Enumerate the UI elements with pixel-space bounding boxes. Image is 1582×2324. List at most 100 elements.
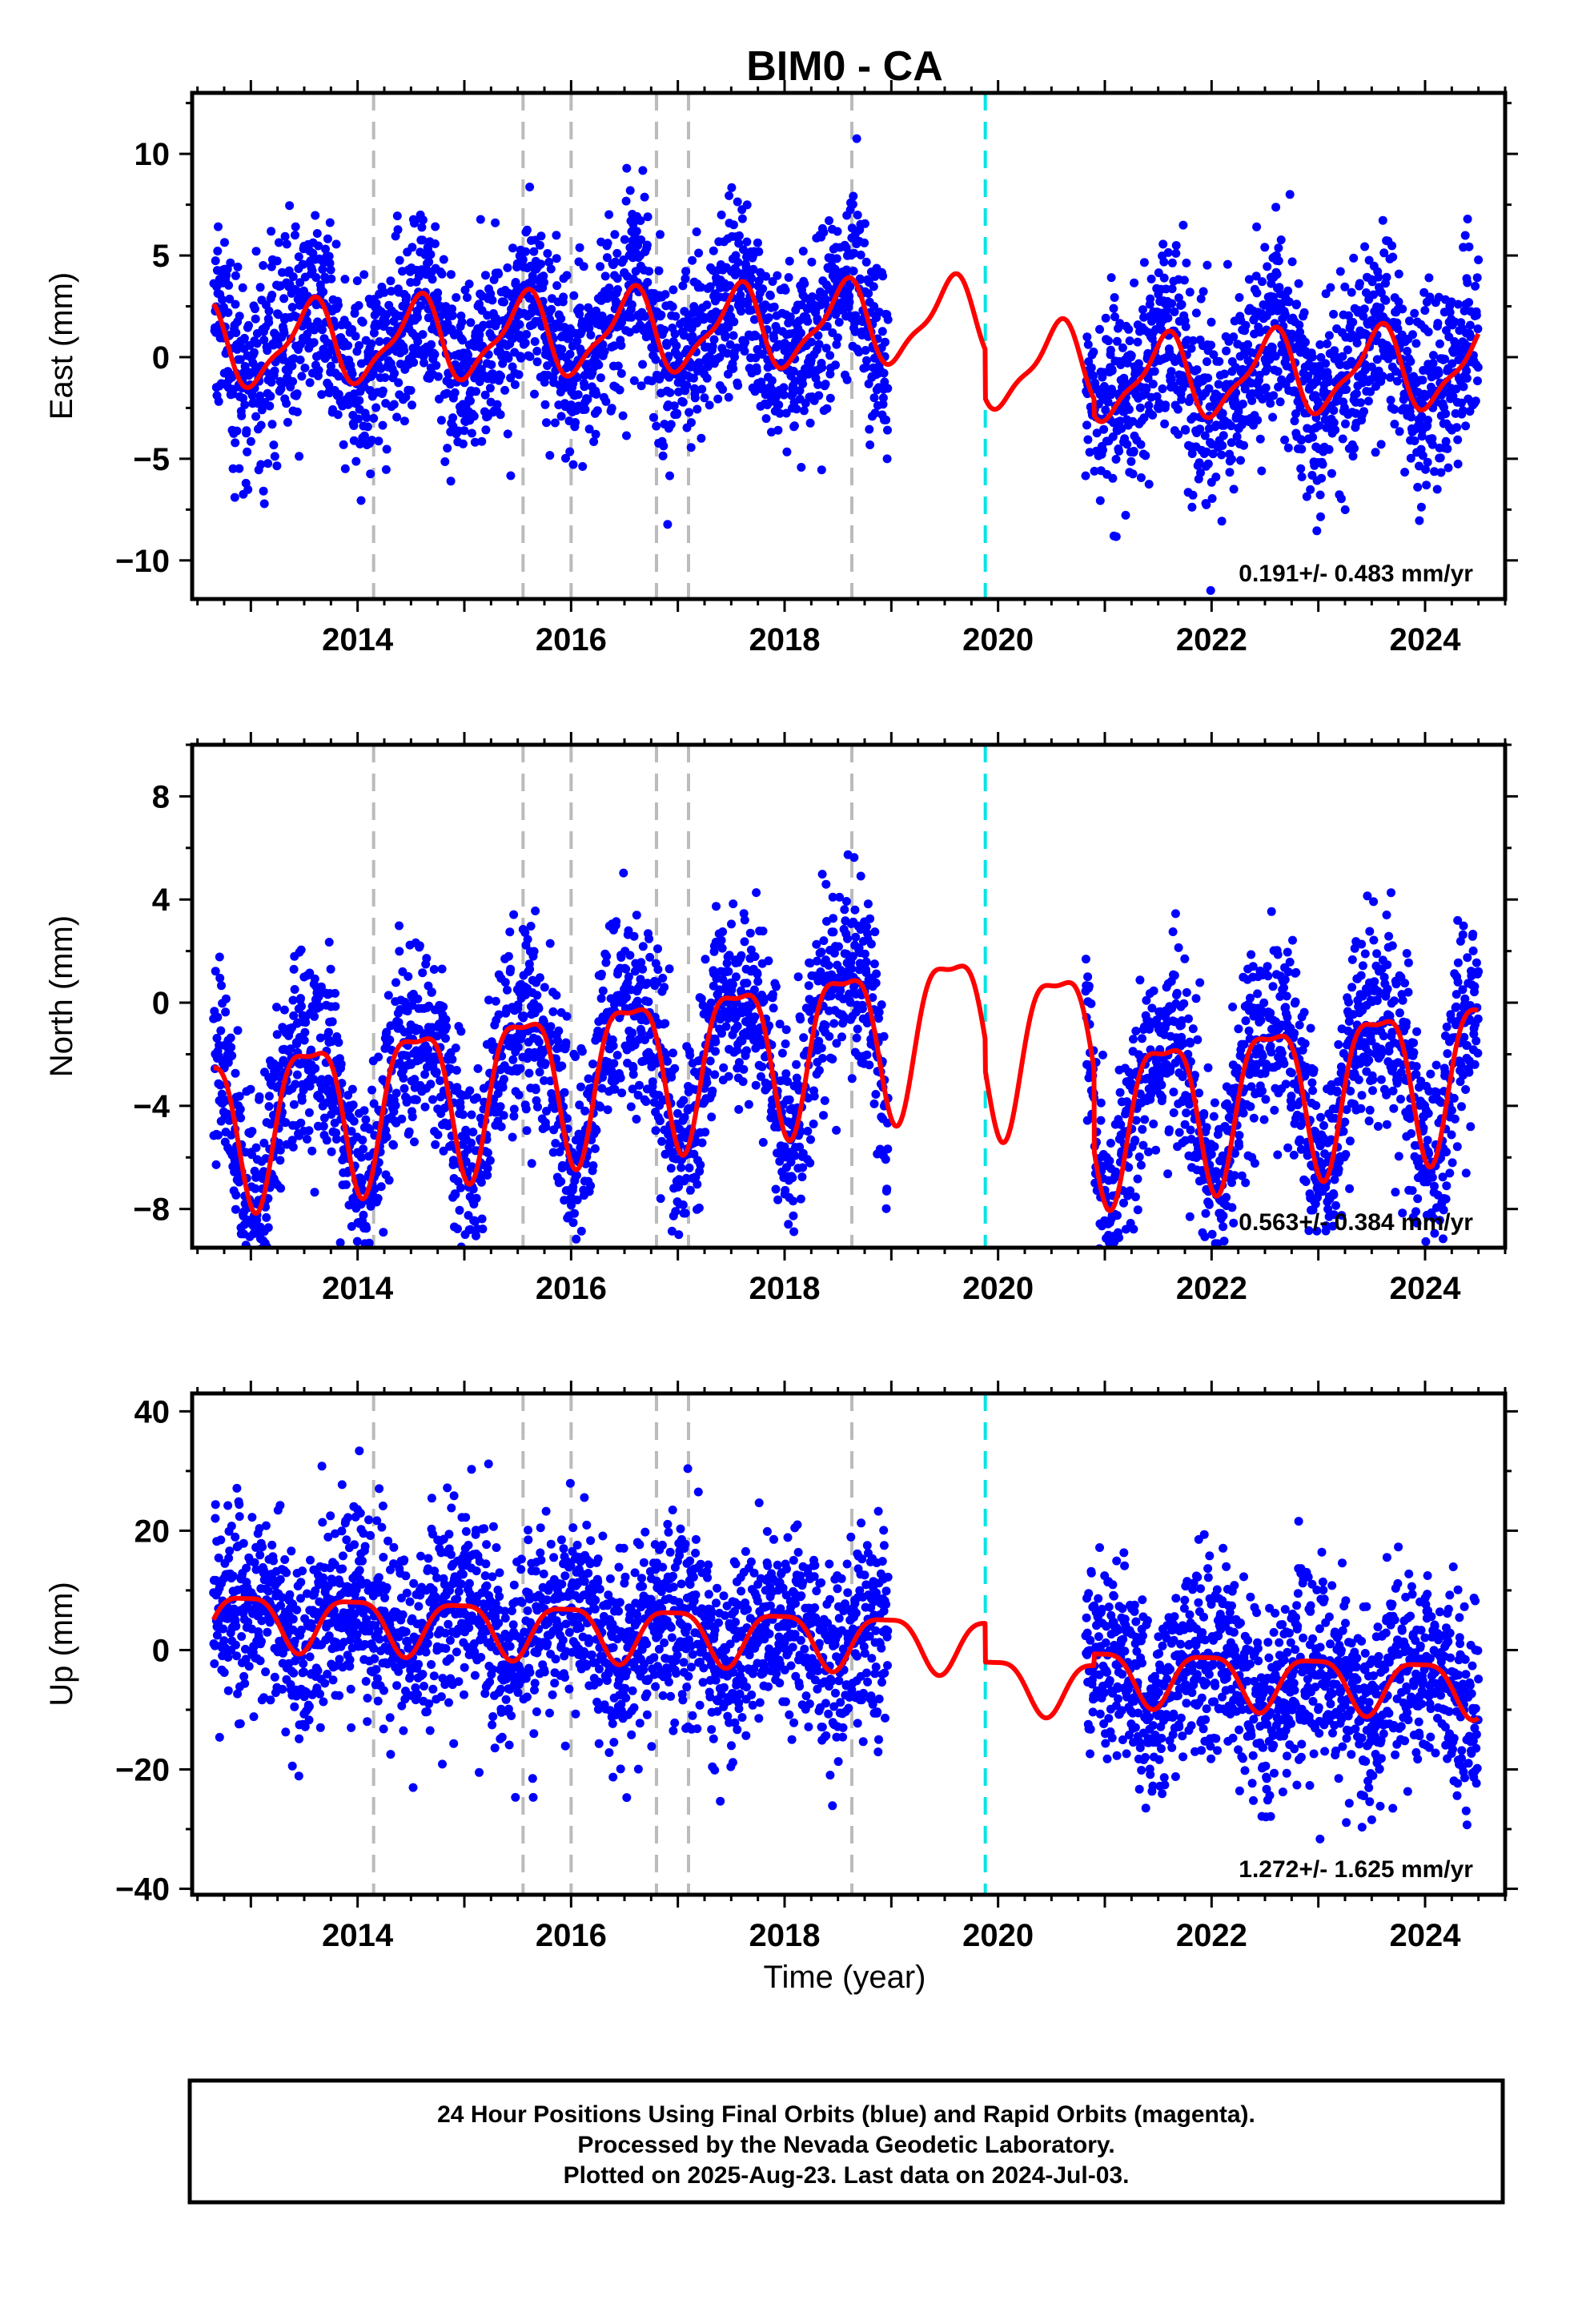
data-point bbox=[221, 994, 231, 1003]
data-point bbox=[878, 271, 888, 281]
data-point bbox=[628, 219, 638, 229]
data-point bbox=[536, 259, 545, 269]
data-point bbox=[540, 278, 548, 287]
data-point bbox=[1227, 438, 1236, 448]
data-point bbox=[881, 337, 889, 347]
data-point bbox=[506, 964, 516, 974]
data-point bbox=[562, 1011, 572, 1021]
data-point bbox=[1135, 403, 1145, 412]
data-point bbox=[603, 239, 612, 248]
data-point bbox=[1457, 398, 1466, 408]
data-point bbox=[734, 1104, 744, 1114]
data-point bbox=[1109, 304, 1118, 313]
data-point bbox=[1227, 454, 1236, 464]
data-point bbox=[223, 1109, 232, 1119]
data-point bbox=[576, 1226, 586, 1236]
data-point bbox=[1453, 459, 1463, 468]
data-point bbox=[1471, 396, 1480, 406]
data-point bbox=[856, 275, 865, 284]
data-point bbox=[1473, 324, 1483, 334]
data-point bbox=[457, 317, 467, 327]
data-point bbox=[1428, 359, 1438, 368]
data-point bbox=[351, 456, 361, 466]
x-tick-label: 2016 bbox=[536, 622, 607, 657]
data-point bbox=[1274, 243, 1283, 253]
data-point bbox=[1203, 459, 1213, 468]
data-point bbox=[1292, 300, 1302, 309]
data-point bbox=[1445, 308, 1455, 317]
data-point bbox=[340, 275, 350, 284]
data-point bbox=[531, 1085, 540, 1095]
data-point bbox=[620, 235, 629, 244]
data-point bbox=[238, 283, 247, 292]
data-point bbox=[251, 314, 260, 324]
data-point bbox=[420, 358, 428, 368]
data-point bbox=[503, 985, 512, 995]
data-point bbox=[790, 376, 800, 386]
data-point bbox=[552, 231, 561, 240]
data-point bbox=[821, 344, 831, 353]
data-point bbox=[390, 368, 400, 378]
data-point bbox=[472, 1193, 481, 1203]
data-point bbox=[516, 353, 526, 363]
data-point bbox=[616, 368, 626, 378]
data-point bbox=[602, 253, 612, 263]
data-point bbox=[1418, 376, 1427, 385]
data-point bbox=[1138, 305, 1147, 315]
data-point bbox=[1460, 306, 1469, 316]
data-point bbox=[251, 412, 261, 421]
data-point bbox=[400, 1084, 409, 1093]
data-point bbox=[545, 451, 555, 460]
data-point bbox=[1275, 283, 1284, 292]
data-point bbox=[661, 1019, 670, 1028]
data-point bbox=[681, 274, 690, 283]
data-point bbox=[700, 393, 709, 403]
data-point bbox=[458, 1110, 468, 1120]
data-point bbox=[656, 230, 665, 239]
data-point bbox=[427, 987, 436, 997]
data-point bbox=[362, 413, 371, 422]
data-point bbox=[805, 418, 815, 428]
data-point bbox=[422, 954, 432, 963]
data-point bbox=[348, 1100, 358, 1110]
data-point bbox=[1416, 502, 1426, 512]
data-point bbox=[822, 322, 832, 331]
data-point bbox=[1136, 440, 1146, 449]
data-point bbox=[323, 234, 332, 243]
data-point bbox=[825, 351, 835, 360]
data-point bbox=[239, 333, 249, 343]
data-point bbox=[831, 360, 840, 370]
data-point bbox=[1393, 376, 1402, 386]
data-point bbox=[359, 270, 369, 279]
data-point bbox=[358, 317, 367, 327]
data-point bbox=[1307, 352, 1317, 362]
data-point bbox=[729, 317, 739, 327]
data-point bbox=[1379, 248, 1389, 258]
data-point bbox=[1273, 367, 1283, 376]
data-point bbox=[543, 361, 552, 371]
data-point bbox=[644, 267, 654, 276]
data-point bbox=[1111, 455, 1121, 464]
data-point bbox=[610, 230, 620, 239]
data-point bbox=[1207, 494, 1217, 503]
data-point bbox=[426, 250, 436, 259]
data-point bbox=[349, 1116, 359, 1126]
data-point bbox=[1161, 400, 1170, 410]
data-point bbox=[263, 1223, 273, 1232]
data-point bbox=[468, 1128, 478, 1137]
data-point bbox=[530, 389, 539, 399]
data-point bbox=[705, 400, 714, 410]
data-point bbox=[1090, 466, 1099, 476]
data-point bbox=[1141, 451, 1150, 460]
data-point bbox=[1474, 255, 1484, 264]
data-point bbox=[535, 1068, 544, 1077]
data-point bbox=[609, 1059, 619, 1068]
data-point bbox=[1316, 352, 1326, 362]
data-point bbox=[524, 1068, 534, 1078]
data-point bbox=[456, 1183, 465, 1192]
data-point bbox=[565, 349, 575, 359]
data-point bbox=[721, 1022, 731, 1031]
data-point bbox=[1124, 324, 1134, 334]
data-point bbox=[331, 239, 341, 249]
